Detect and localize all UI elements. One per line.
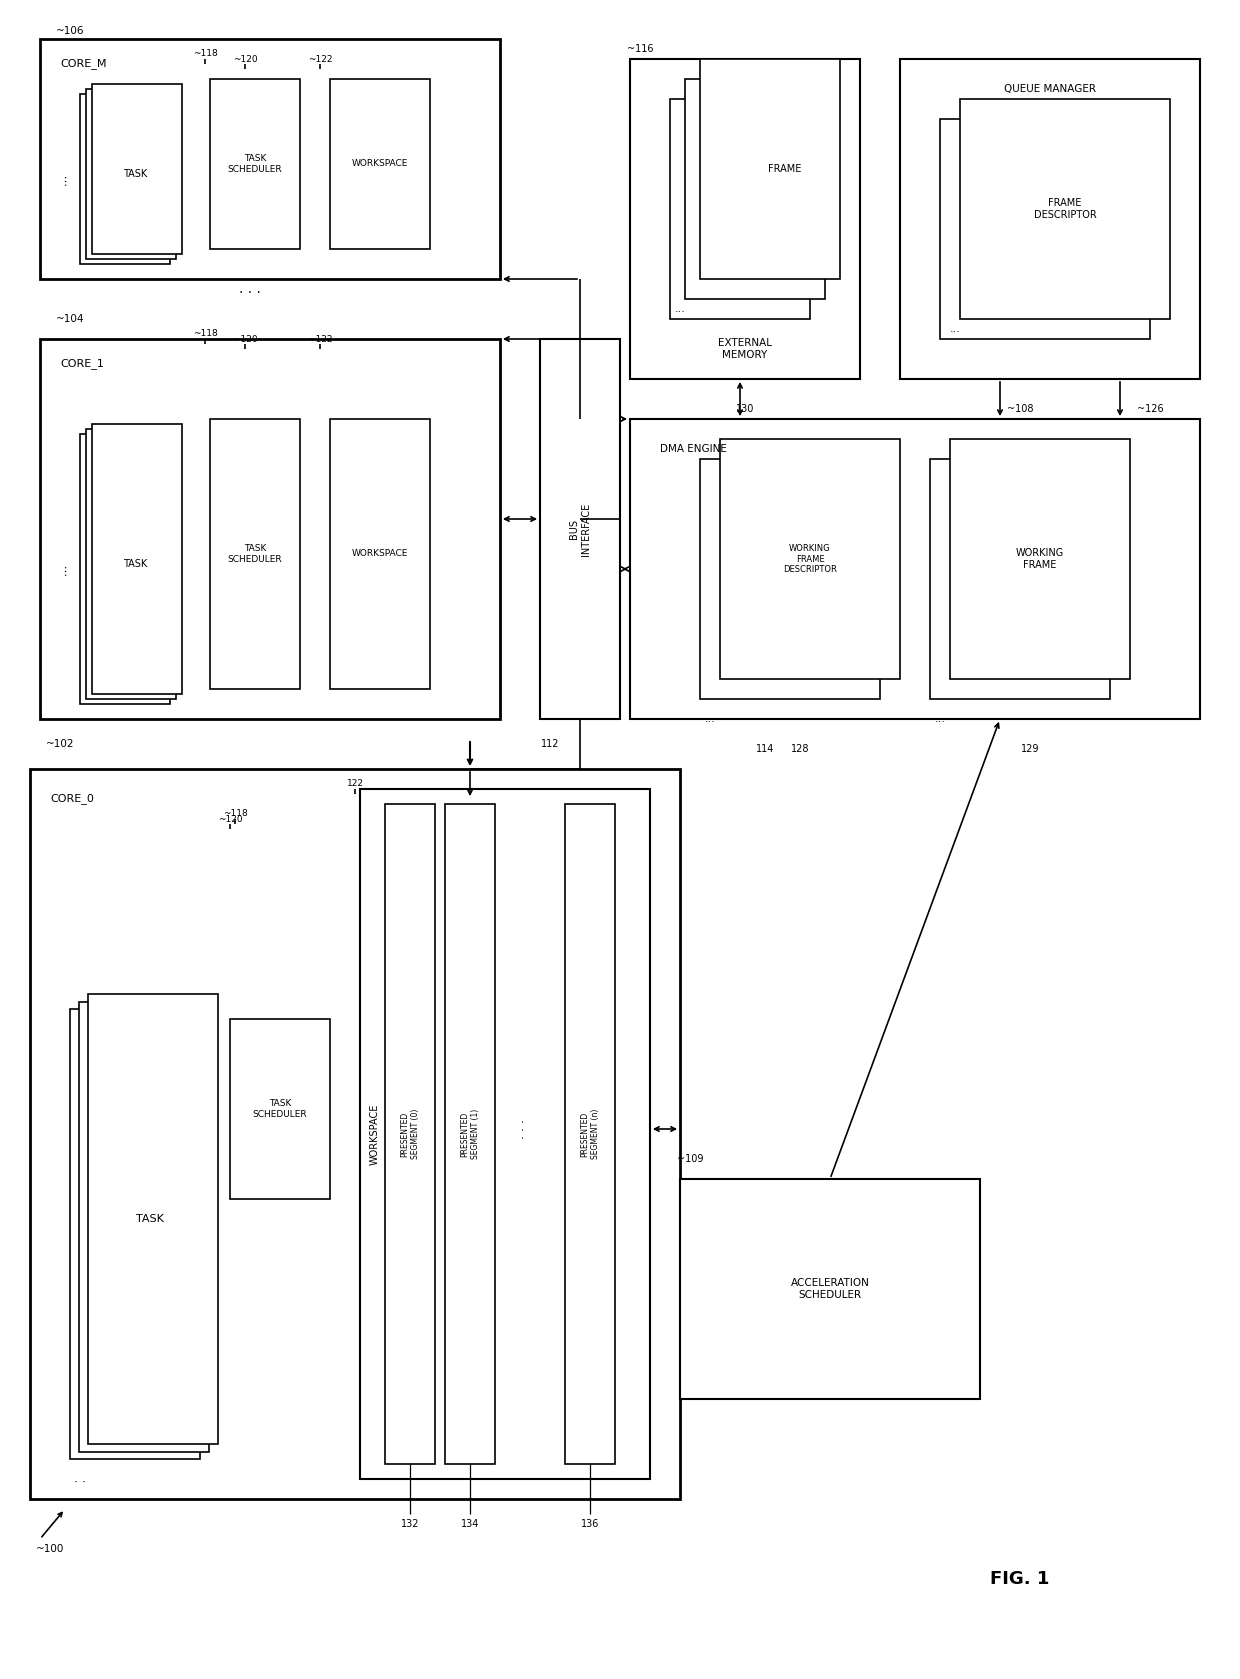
Text: 134: 134 bbox=[461, 1519, 479, 1530]
Text: ~102: ~102 bbox=[46, 739, 74, 749]
Text: ~126: ~126 bbox=[1137, 405, 1163, 415]
Bar bbox=[630, 59, 861, 379]
Bar bbox=[720, 438, 900, 678]
Bar bbox=[940, 119, 1149, 339]
Text: WORKSPACE: WORKSPACE bbox=[352, 160, 408, 168]
Text: ~106: ~106 bbox=[56, 25, 84, 35]
Bar bbox=[86, 89, 176, 259]
Bar bbox=[40, 339, 500, 719]
Bar bbox=[330, 79, 430, 248]
Bar bbox=[960, 99, 1171, 319]
Bar bbox=[445, 804, 495, 1464]
Text: CORE_0: CORE_0 bbox=[50, 794, 94, 804]
Bar bbox=[40, 39, 500, 279]
Text: ⋯: ⋯ bbox=[60, 564, 69, 574]
Bar bbox=[680, 1179, 980, 1399]
Text: BUS
INTERFACE: BUS INTERFACE bbox=[569, 502, 590, 556]
Text: ⋯: ⋯ bbox=[60, 173, 69, 185]
Bar bbox=[701, 59, 839, 279]
Bar bbox=[88, 994, 218, 1444]
Text: WORKING
FRAME: WORKING FRAME bbox=[1016, 549, 1064, 569]
Bar bbox=[930, 458, 1110, 698]
Text: . . .: . . . bbox=[239, 282, 260, 296]
Bar bbox=[565, 804, 615, 1464]
Text: ~122: ~122 bbox=[308, 334, 332, 344]
Bar bbox=[86, 430, 176, 698]
Text: ~120: ~120 bbox=[233, 334, 258, 344]
Text: ~120: ~120 bbox=[233, 54, 258, 64]
Text: 132: 132 bbox=[401, 1519, 419, 1530]
Text: ~118: ~118 bbox=[223, 809, 247, 818]
Bar bbox=[900, 59, 1200, 379]
Bar bbox=[229, 1019, 330, 1199]
Text: ~109: ~109 bbox=[677, 1153, 703, 1164]
Text: 129: 129 bbox=[1021, 744, 1039, 754]
Bar bbox=[670, 99, 810, 319]
Text: ...: ... bbox=[950, 324, 961, 334]
Text: ...: ... bbox=[704, 714, 715, 724]
Text: ~116: ~116 bbox=[626, 44, 653, 54]
Text: ACCELERATION
SCHEDULER: ACCELERATION SCHEDULER bbox=[791, 1278, 869, 1300]
Text: PRESENTED
SEGMENT (n): PRESENTED SEGMENT (n) bbox=[580, 1108, 600, 1159]
Text: 136: 136 bbox=[580, 1519, 599, 1530]
Bar bbox=[210, 79, 300, 248]
Text: . . .: . . . bbox=[513, 1118, 527, 1138]
Text: ~118: ~118 bbox=[192, 49, 217, 59]
Bar bbox=[30, 769, 680, 1499]
Text: QUEUE MANAGER: QUEUE MANAGER bbox=[1004, 84, 1096, 94]
Text: 128: 128 bbox=[791, 744, 810, 754]
Text: CORE_1: CORE_1 bbox=[60, 359, 104, 369]
Bar bbox=[950, 438, 1130, 678]
Text: FRAME
DESCRIPTOR: FRAME DESCRIPTOR bbox=[1034, 198, 1096, 220]
Text: ~118: ~118 bbox=[192, 329, 217, 339]
Bar bbox=[630, 420, 1200, 719]
Text: CORE_M: CORE_M bbox=[60, 59, 107, 69]
Text: WORKSPACE: WORKSPACE bbox=[370, 1103, 379, 1165]
Bar bbox=[384, 804, 435, 1464]
Text: TASK: TASK bbox=[123, 559, 148, 569]
Text: DMA ENGINE: DMA ENGINE bbox=[660, 443, 727, 453]
Text: ~108: ~108 bbox=[1007, 405, 1033, 415]
Bar bbox=[79, 1001, 210, 1452]
Text: TASK
SCHEDULER: TASK SCHEDULER bbox=[228, 154, 283, 173]
Bar bbox=[210, 420, 300, 688]
Text: ~100: ~100 bbox=[36, 1545, 64, 1555]
Text: PRESENTED
SEGMENT (0): PRESENTED SEGMENT (0) bbox=[401, 1108, 419, 1159]
Text: TASK: TASK bbox=[136, 1214, 164, 1224]
Bar bbox=[92, 84, 182, 254]
Text: FIG. 1: FIG. 1 bbox=[991, 1570, 1050, 1588]
Text: ...: ... bbox=[935, 714, 945, 724]
Text: FRAME: FRAME bbox=[769, 165, 802, 175]
Text: TASK: TASK bbox=[123, 170, 148, 180]
Bar bbox=[81, 433, 170, 704]
Text: TASK
SCHEDULER: TASK SCHEDULER bbox=[253, 1100, 308, 1118]
Text: 122: 122 bbox=[346, 779, 363, 789]
Text: 130: 130 bbox=[735, 405, 754, 415]
Text: ~104: ~104 bbox=[56, 314, 84, 324]
Bar bbox=[701, 458, 880, 698]
Bar bbox=[330, 420, 430, 688]
Bar bbox=[684, 79, 825, 299]
Text: PRESENTED
SEGMENT (1): PRESENTED SEGMENT (1) bbox=[460, 1108, 480, 1159]
Text: ...: ... bbox=[675, 304, 686, 314]
Bar bbox=[360, 789, 650, 1479]
Text: 114: 114 bbox=[756, 744, 774, 754]
Text: TASK
SCHEDULER: TASK SCHEDULER bbox=[228, 544, 283, 564]
Text: ~122: ~122 bbox=[308, 54, 332, 64]
Bar bbox=[92, 425, 182, 693]
Text: EXTERNAL
MEMORY: EXTERNAL MEMORY bbox=[718, 337, 773, 359]
Text: ~120: ~120 bbox=[218, 814, 242, 823]
Text: WORKING
FRAME
DESCRIPTOR: WORKING FRAME DESCRIPTOR bbox=[784, 544, 837, 574]
Bar bbox=[69, 1009, 200, 1459]
Bar bbox=[81, 94, 170, 264]
Bar bbox=[539, 339, 620, 719]
Text: WORKSPACE: WORKSPACE bbox=[352, 549, 408, 559]
Text: . .: . . bbox=[74, 1472, 86, 1486]
Text: 112: 112 bbox=[541, 739, 559, 749]
